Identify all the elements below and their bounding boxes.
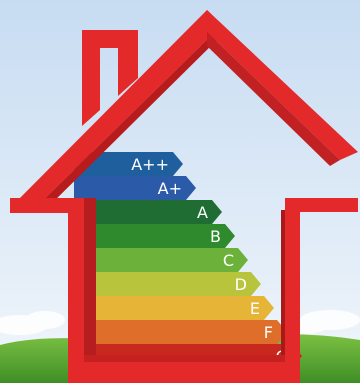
house-floor-top	[84, 355, 285, 362]
energy-label-aplus: A+	[158, 179, 182, 198]
house-wall-right-inner	[281, 210, 285, 383]
energy-bar-e	[74, 296, 274, 320]
energy-bar-f	[74, 320, 287, 344]
house-wall-left	[68, 198, 84, 383]
energy-label-e: E	[250, 299, 260, 318]
house-wall-right	[285, 198, 300, 383]
house-floor	[68, 362, 300, 383]
energy-label-c: C	[223, 251, 234, 270]
energy-label-d: D	[235, 275, 247, 294]
energy-bar-c	[74, 248, 248, 272]
energy-rating-bars: A++A+ABCDEFG	[74, 152, 302, 368]
energy-bar-b	[74, 224, 235, 248]
house-roof-left-shadow	[30, 25, 222, 213]
energy-bar-aplusplus	[74, 152, 183, 176]
house-frame	[10, 10, 358, 383]
energy-label-a: A	[197, 203, 208, 222]
house-eave-left	[10, 198, 84, 213]
house-eave-right	[285, 198, 358, 212]
energy-bar-d	[74, 272, 261, 296]
energy-label-f: F	[264, 323, 273, 342]
house-roof-right	[207, 10, 358, 160]
house-chimney	[82, 30, 138, 126]
energy-bar-aplus	[74, 176, 196, 200]
energy-label-aplusplus: A++	[131, 155, 169, 174]
energy-bar-a	[74, 200, 222, 224]
house-roof-right-shadow	[207, 32, 340, 166]
house-roof-left	[10, 10, 222, 213]
energy-label-b: B	[210, 227, 221, 246]
